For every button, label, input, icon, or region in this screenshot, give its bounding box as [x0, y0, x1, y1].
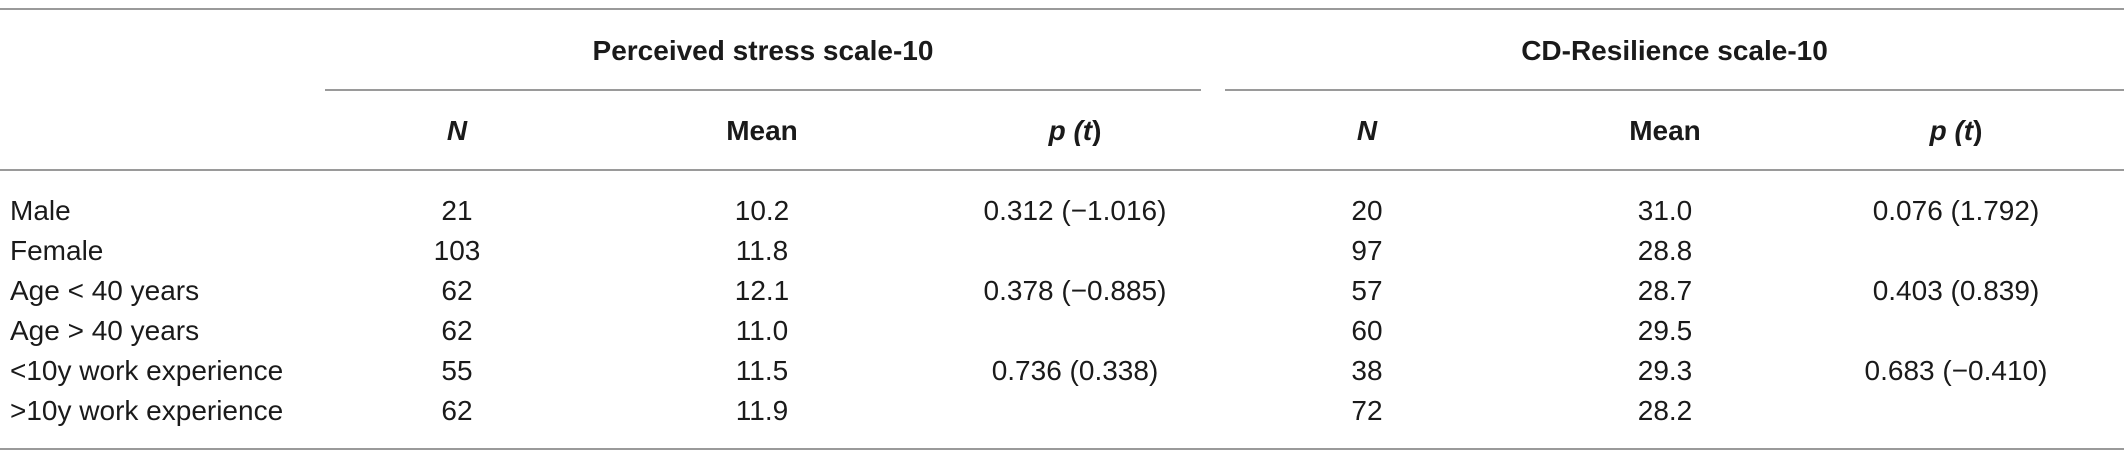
column-header-cd-p-suffix: ): [1973, 115, 1983, 146]
cell-pss-mean: 12.1: [734, 275, 790, 306]
row-label: Age > 40 years: [10, 315, 200, 346]
cell-cd-mean: 28.7: [1637, 275, 1693, 306]
row-label: Female: [10, 235, 104, 266]
cell-cd-mean: 28.2: [1637, 395, 1693, 426]
cell-cd-n: 60: [1351, 315, 1383, 346]
column-header-pss-p-suffix: ): [1092, 115, 1102, 146]
column-header-pss-mean: Mean: [726, 115, 798, 146]
cell-pss-mean: 11.5: [735, 355, 789, 386]
column-header-pss-p-t-letter: t: [1082, 115, 1093, 146]
cell-pss-n: 62: [441, 275, 473, 306]
cell-cd-p: 0.076 (1.792): [1872, 195, 2040, 226]
column-header-cd-mean: Mean: [1629, 115, 1701, 146]
row-label: Age < 40 years: [10, 275, 200, 306]
group-rule-perceived-stress: [325, 89, 1201, 91]
cell-cd-mean: 28.8: [1637, 235, 1693, 266]
cell-cd-p: 0.683 (−0.410): [1864, 355, 2048, 386]
cell-pss-n: 103: [433, 235, 481, 266]
cell-cd-n: 38: [1351, 355, 1383, 386]
row-label: >10y work experience: [10, 395, 284, 426]
cell-cd-n: 20: [1351, 195, 1383, 226]
cell-pss-p: 0.312 (−1.016): [983, 195, 1167, 226]
column-header-pss-n: N: [446, 115, 468, 146]
table-top-rule: [0, 8, 2124, 10]
cell-pss-n: 62: [441, 315, 473, 346]
column-header-cd-n: N: [1356, 115, 1378, 146]
cell-cd-mean: 29.5: [1637, 315, 1693, 346]
table-bottom-rule: [0, 448, 2124, 450]
table-header-rule: [0, 169, 2124, 171]
group-rule-cd-resilience: [1225, 89, 2124, 91]
column-header-pss-p-prefix: p (: [1048, 115, 1083, 146]
group-header-perceived-stress: Perceived stress scale-10: [592, 35, 934, 66]
row-label: <10y work experience: [10, 355, 284, 386]
cell-pss-mean: 10.2: [734, 195, 790, 226]
cell-pss-p: 0.378 (−0.885): [983, 275, 1167, 306]
column-header-cd-p-t-letter: t: [1963, 115, 1974, 146]
cell-pss-mean: 11.0: [735, 315, 789, 346]
column-header-pss-p-t: p (t): [975, 114, 1175, 148]
cell-cd-n: 97: [1351, 235, 1383, 266]
cell-pss-mean: 11.8: [735, 235, 789, 266]
column-header-cd-p-t: p (t): [1856, 114, 2056, 148]
cell-cd-mean: 29.3: [1637, 355, 1693, 386]
cell-pss-p: 0.736 (0.338): [991, 355, 1159, 386]
row-label: Male: [10, 195, 71, 226]
column-header-cd-p-prefix: p (: [1929, 115, 1964, 146]
group-header-cd-resilience: CD-Resilience scale-10: [1521, 35, 1828, 66]
cell-pss-mean: 11.9: [735, 395, 789, 426]
cell-cd-p: 0.403 (0.839): [1872, 275, 2040, 306]
cell-pss-n: 21: [441, 195, 473, 226]
cell-cd-mean: 31.0: [1637, 195, 1693, 226]
cell-cd-n: 57: [1351, 275, 1383, 306]
cell-cd-n: 72: [1351, 395, 1383, 426]
cell-pss-n: 55: [441, 355, 473, 386]
cell-pss-n: 62: [441, 395, 473, 426]
